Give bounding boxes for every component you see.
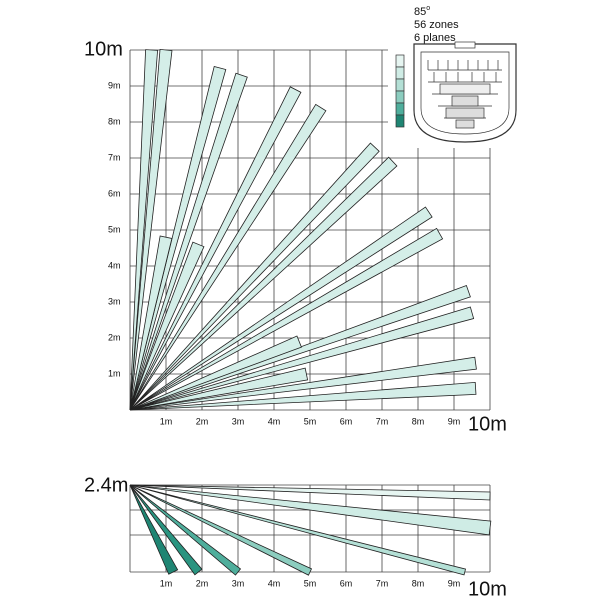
beam bbox=[129, 206, 433, 411]
y-label: 3m bbox=[108, 296, 121, 306]
beam bbox=[129, 356, 477, 411]
planes: 6 planes bbox=[414, 32, 456, 44]
y-label: 4m bbox=[108, 260, 121, 270]
beam bbox=[129, 103, 327, 411]
beam bbox=[129, 484, 179, 575]
beam bbox=[129, 86, 302, 411]
height-label: 2.4m bbox=[84, 474, 128, 496]
y-label: 5m bbox=[108, 224, 121, 234]
x-label: 2m bbox=[196, 416, 209, 426]
side-view: 1m 2m 3m 4m 5m 6m 7m 8m 9m bbox=[129, 484, 492, 588]
y-label: 2m bbox=[108, 332, 121, 342]
x-label: 2m bbox=[196, 578, 209, 588]
beam bbox=[129, 306, 475, 411]
y-label: 1m bbox=[108, 368, 121, 378]
beam bbox=[129, 484, 313, 576]
top-view: 1m 2m 3m 4m 5m 6m 7m 8m 9m 1m 2m 3m 4m 5m 6m 7m 8m 9m bbox=[108, 48, 491, 426]
angle-unit: o bbox=[426, 5, 430, 12]
x-label: 3m bbox=[232, 578, 245, 588]
x-label: 1m bbox=[160, 416, 173, 426]
x-label: 7m bbox=[376, 416, 389, 426]
x-label: 6m bbox=[340, 416, 353, 426]
beam bbox=[129, 241, 205, 411]
beam bbox=[129, 227, 444, 411]
x-end-label: 10m bbox=[468, 413, 507, 435]
x-label: 4m bbox=[268, 578, 281, 588]
y-label: 6m bbox=[108, 188, 121, 198]
beam bbox=[129, 335, 302, 411]
beam bbox=[129, 142, 380, 411]
beam bbox=[129, 48, 173, 411]
beam bbox=[129, 235, 173, 411]
beam bbox=[129, 484, 203, 576]
beam bbox=[129, 381, 477, 411]
x-label: 8m bbox=[412, 578, 425, 588]
beam bbox=[129, 49, 159, 411]
x-label: 5m bbox=[304, 416, 317, 426]
angle: 85o bbox=[414, 5, 430, 18]
x-label: 4m bbox=[268, 416, 281, 426]
y-label: 8m bbox=[108, 116, 121, 126]
y-label: 9m bbox=[108, 80, 121, 90]
x-label: 9m bbox=[448, 578, 461, 588]
x-label: 5m bbox=[304, 578, 317, 588]
y-label: 7m bbox=[108, 152, 121, 162]
beam bbox=[129, 156, 398, 411]
x-label: 8m bbox=[412, 416, 425, 426]
x-label: 3m bbox=[232, 416, 245, 426]
inset: 85o 56 zones 6 planes bbox=[388, 0, 528, 148]
angle-value: 85 bbox=[414, 6, 426, 18]
x-label: 6m bbox=[340, 578, 353, 588]
x-label: 9m bbox=[448, 416, 461, 426]
beam bbox=[129, 484, 467, 576]
beam bbox=[129, 484, 491, 501]
x-label: 1m bbox=[160, 578, 173, 588]
beam bbox=[129, 367, 309, 411]
y-end-label: 10m bbox=[84, 38, 123, 60]
beam bbox=[129, 72, 248, 411]
zones: 56 zones bbox=[414, 19, 459, 31]
x-label: 7m bbox=[376, 578, 389, 588]
side-x-end-label: 10m bbox=[468, 578, 507, 600]
beam bbox=[129, 484, 492, 536]
beam bbox=[129, 484, 242, 576]
